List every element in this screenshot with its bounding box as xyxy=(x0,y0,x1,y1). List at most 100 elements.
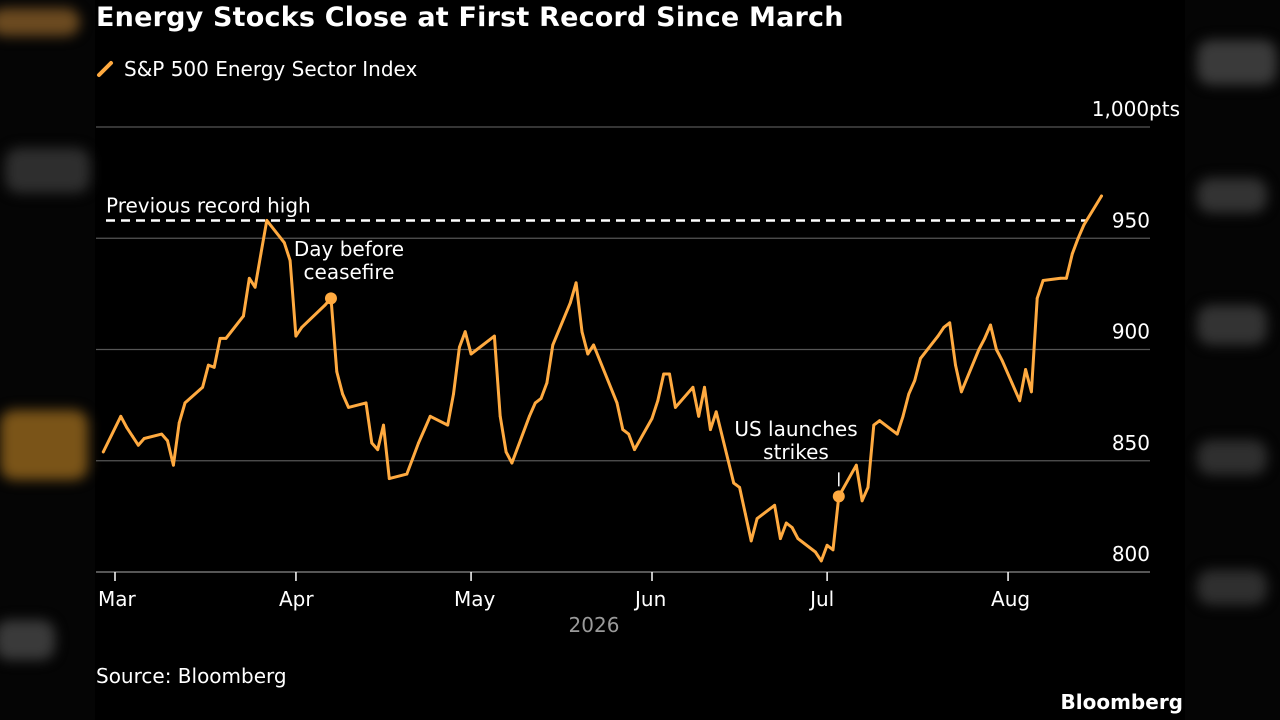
source-note: Source: Bloomberg xyxy=(96,664,287,688)
data-point xyxy=(101,450,105,454)
data-point xyxy=(177,421,181,425)
data-point xyxy=(347,406,350,409)
blurred-shape xyxy=(0,8,80,36)
blurred-shape xyxy=(1197,570,1267,605)
data-point xyxy=(960,390,963,394)
data-point xyxy=(860,499,864,503)
blurred-shape xyxy=(0,410,88,480)
data-point xyxy=(288,259,292,262)
data-point xyxy=(166,439,169,443)
data-point xyxy=(224,337,228,340)
data-point xyxy=(592,343,595,347)
annotation-label: ceasefire xyxy=(304,260,395,284)
data-point xyxy=(498,414,502,418)
data-point xyxy=(954,363,957,367)
data-point xyxy=(387,477,391,480)
y-tick-label: 800 xyxy=(1112,542,1150,566)
data-point xyxy=(901,414,905,418)
data-point xyxy=(242,314,245,318)
x-tick-label: Jul xyxy=(808,587,834,611)
data-point xyxy=(755,517,759,520)
data-point xyxy=(1065,276,1068,280)
data-point xyxy=(160,432,164,436)
data-point xyxy=(201,385,205,389)
data-point xyxy=(568,301,572,305)
data-point xyxy=(1024,368,1027,371)
data-point xyxy=(989,323,992,327)
series-line xyxy=(101,194,1103,563)
legend-swatch-icon xyxy=(97,61,113,77)
data-point xyxy=(732,481,736,485)
data-point xyxy=(936,334,940,338)
brand-logo: Bloomberg xyxy=(1060,690,1183,714)
data-point xyxy=(504,450,508,454)
data-point xyxy=(172,463,175,467)
data-point xyxy=(814,550,817,554)
data-point xyxy=(382,423,385,427)
data-point xyxy=(574,281,578,285)
data-point xyxy=(749,539,753,543)
data-point xyxy=(510,461,514,465)
reference-line-label: Previous record high xyxy=(106,193,311,217)
data-point xyxy=(907,392,911,396)
data-point xyxy=(913,379,917,382)
data-point xyxy=(1041,279,1045,282)
data-point xyxy=(714,410,718,414)
data-point xyxy=(428,414,432,418)
data-point xyxy=(819,559,823,563)
data-point xyxy=(551,343,555,347)
data-point xyxy=(411,457,415,460)
data-point xyxy=(656,399,660,403)
data-point xyxy=(1000,359,1004,362)
data-point xyxy=(119,414,123,418)
data-point xyxy=(142,437,146,440)
data-point xyxy=(796,537,800,540)
data-point xyxy=(218,337,222,340)
data-point xyxy=(469,352,473,356)
x-tick-label: May xyxy=(454,587,496,611)
annotation-marker xyxy=(832,490,845,503)
data-point xyxy=(773,503,776,507)
legend-swatch-stroke xyxy=(97,61,113,77)
data-point xyxy=(790,526,794,529)
data-point xyxy=(615,401,619,405)
blurred-shape xyxy=(0,620,55,660)
y-tick-label: 1,000pts xyxy=(1092,97,1180,121)
data-point xyxy=(364,401,368,405)
data-point xyxy=(703,385,706,389)
data-point xyxy=(977,348,981,351)
line-chart: 800 850 900 950 1,000pts Mar Apr May Jun Jul Aug 20… xyxy=(96,97,1180,637)
data-point xyxy=(136,443,140,447)
annotation-label: US launches xyxy=(734,417,857,441)
blurred-shape xyxy=(5,148,90,193)
data-point xyxy=(983,337,987,340)
data-point xyxy=(674,406,677,409)
x-tick-label: Aug xyxy=(991,587,1030,611)
data-point xyxy=(995,348,998,351)
data-point xyxy=(691,385,695,389)
data-point xyxy=(528,414,531,418)
annotation-label: strikes xyxy=(763,440,829,464)
x-tick-label: Apr xyxy=(279,587,314,611)
chart-title: Energy Stocks Close at First Record Sinc… xyxy=(96,2,844,33)
data-point xyxy=(854,463,858,467)
x-axis-label: 2026 xyxy=(569,613,620,637)
data-point xyxy=(621,428,625,431)
data-point xyxy=(662,372,666,376)
data-point xyxy=(282,241,286,245)
data-point xyxy=(463,330,467,334)
x-tick-label: Mar xyxy=(98,587,137,611)
data-point xyxy=(533,401,537,405)
data-point xyxy=(866,486,870,489)
data-point xyxy=(942,325,946,329)
data-point xyxy=(1035,296,1039,300)
data-point xyxy=(131,434,134,438)
data-point xyxy=(825,543,829,547)
data-point xyxy=(335,370,339,374)
data-point xyxy=(125,426,129,429)
data-point xyxy=(738,486,741,489)
blurred-shape xyxy=(1197,178,1267,213)
data-point xyxy=(212,365,216,369)
data-point xyxy=(341,392,344,396)
data-point xyxy=(370,441,374,445)
